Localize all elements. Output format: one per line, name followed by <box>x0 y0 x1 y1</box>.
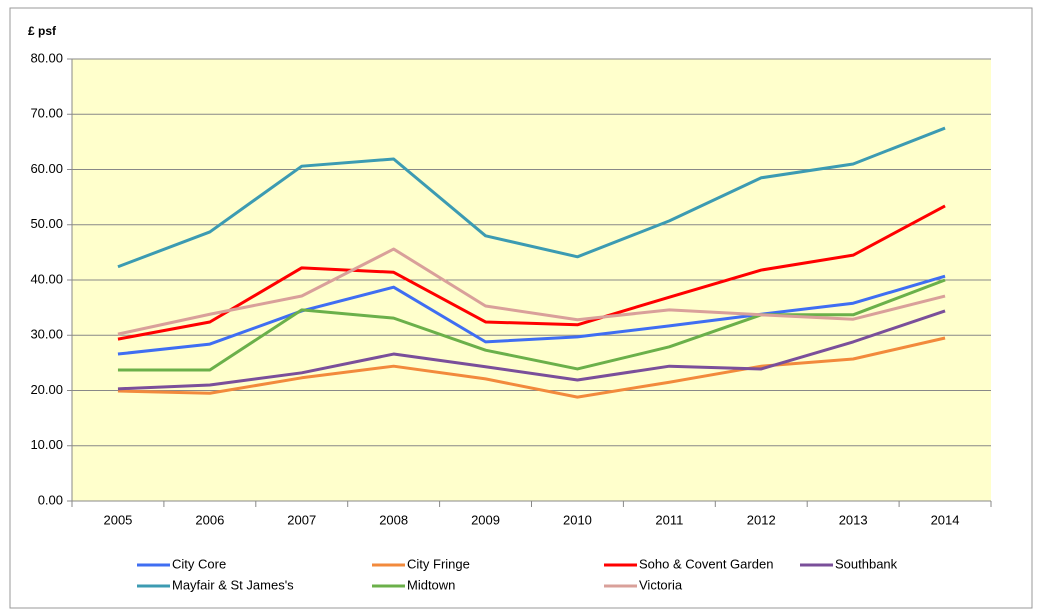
y-tick-label: 0.00 <box>38 492 63 507</box>
y-tick-label: 60.00 <box>30 161 63 176</box>
x-tick-label: 2006 <box>195 512 224 527</box>
x-tick-label: 2010 <box>563 512 592 527</box>
y-tick-label: 10.00 <box>30 437 63 452</box>
x-tick-label: 2014 <box>931 512 960 527</box>
y-axis-label: £ psf <box>28 24 57 38</box>
series-line <box>117 336 946 399</box>
legend-label: City Fringe <box>407 556 470 571</box>
x-tick-label: 2005 <box>103 512 132 527</box>
series-line <box>117 309 946 391</box>
legend-label: Mayfair & St James's <box>172 577 294 592</box>
series-line <box>117 274 946 356</box>
x-tick-label: 2008 <box>379 512 408 527</box>
series-line <box>117 247 946 336</box>
y-tick-label: 20.00 <box>30 382 63 397</box>
y-tick-label: 40.00 <box>30 271 63 286</box>
x-tick-label: 2013 <box>839 512 868 527</box>
series-line <box>117 204 946 341</box>
series-line <box>117 126 946 269</box>
legend-label: Southbank <box>835 556 898 571</box>
y-tick-label: 70.00 <box>30 106 63 121</box>
y-tick-label: 50.00 <box>30 216 63 231</box>
x-tick-label: 2007 <box>287 512 316 527</box>
y-tick-label: 80.00 <box>30 50 63 65</box>
x-tick-label: 2012 <box>747 512 776 527</box>
series-line <box>117 278 946 372</box>
x-tick-label: 2009 <box>471 512 500 527</box>
legend-label: Midtown <box>407 577 455 592</box>
legend-label: City Core <box>172 556 226 571</box>
legend-label: Victoria <box>639 577 683 592</box>
y-tick-label: 30.00 <box>30 327 63 342</box>
x-tick-label: 2011 <box>655 512 683 527</box>
legend-label: Soho & Covent Garden <box>639 556 773 571</box>
